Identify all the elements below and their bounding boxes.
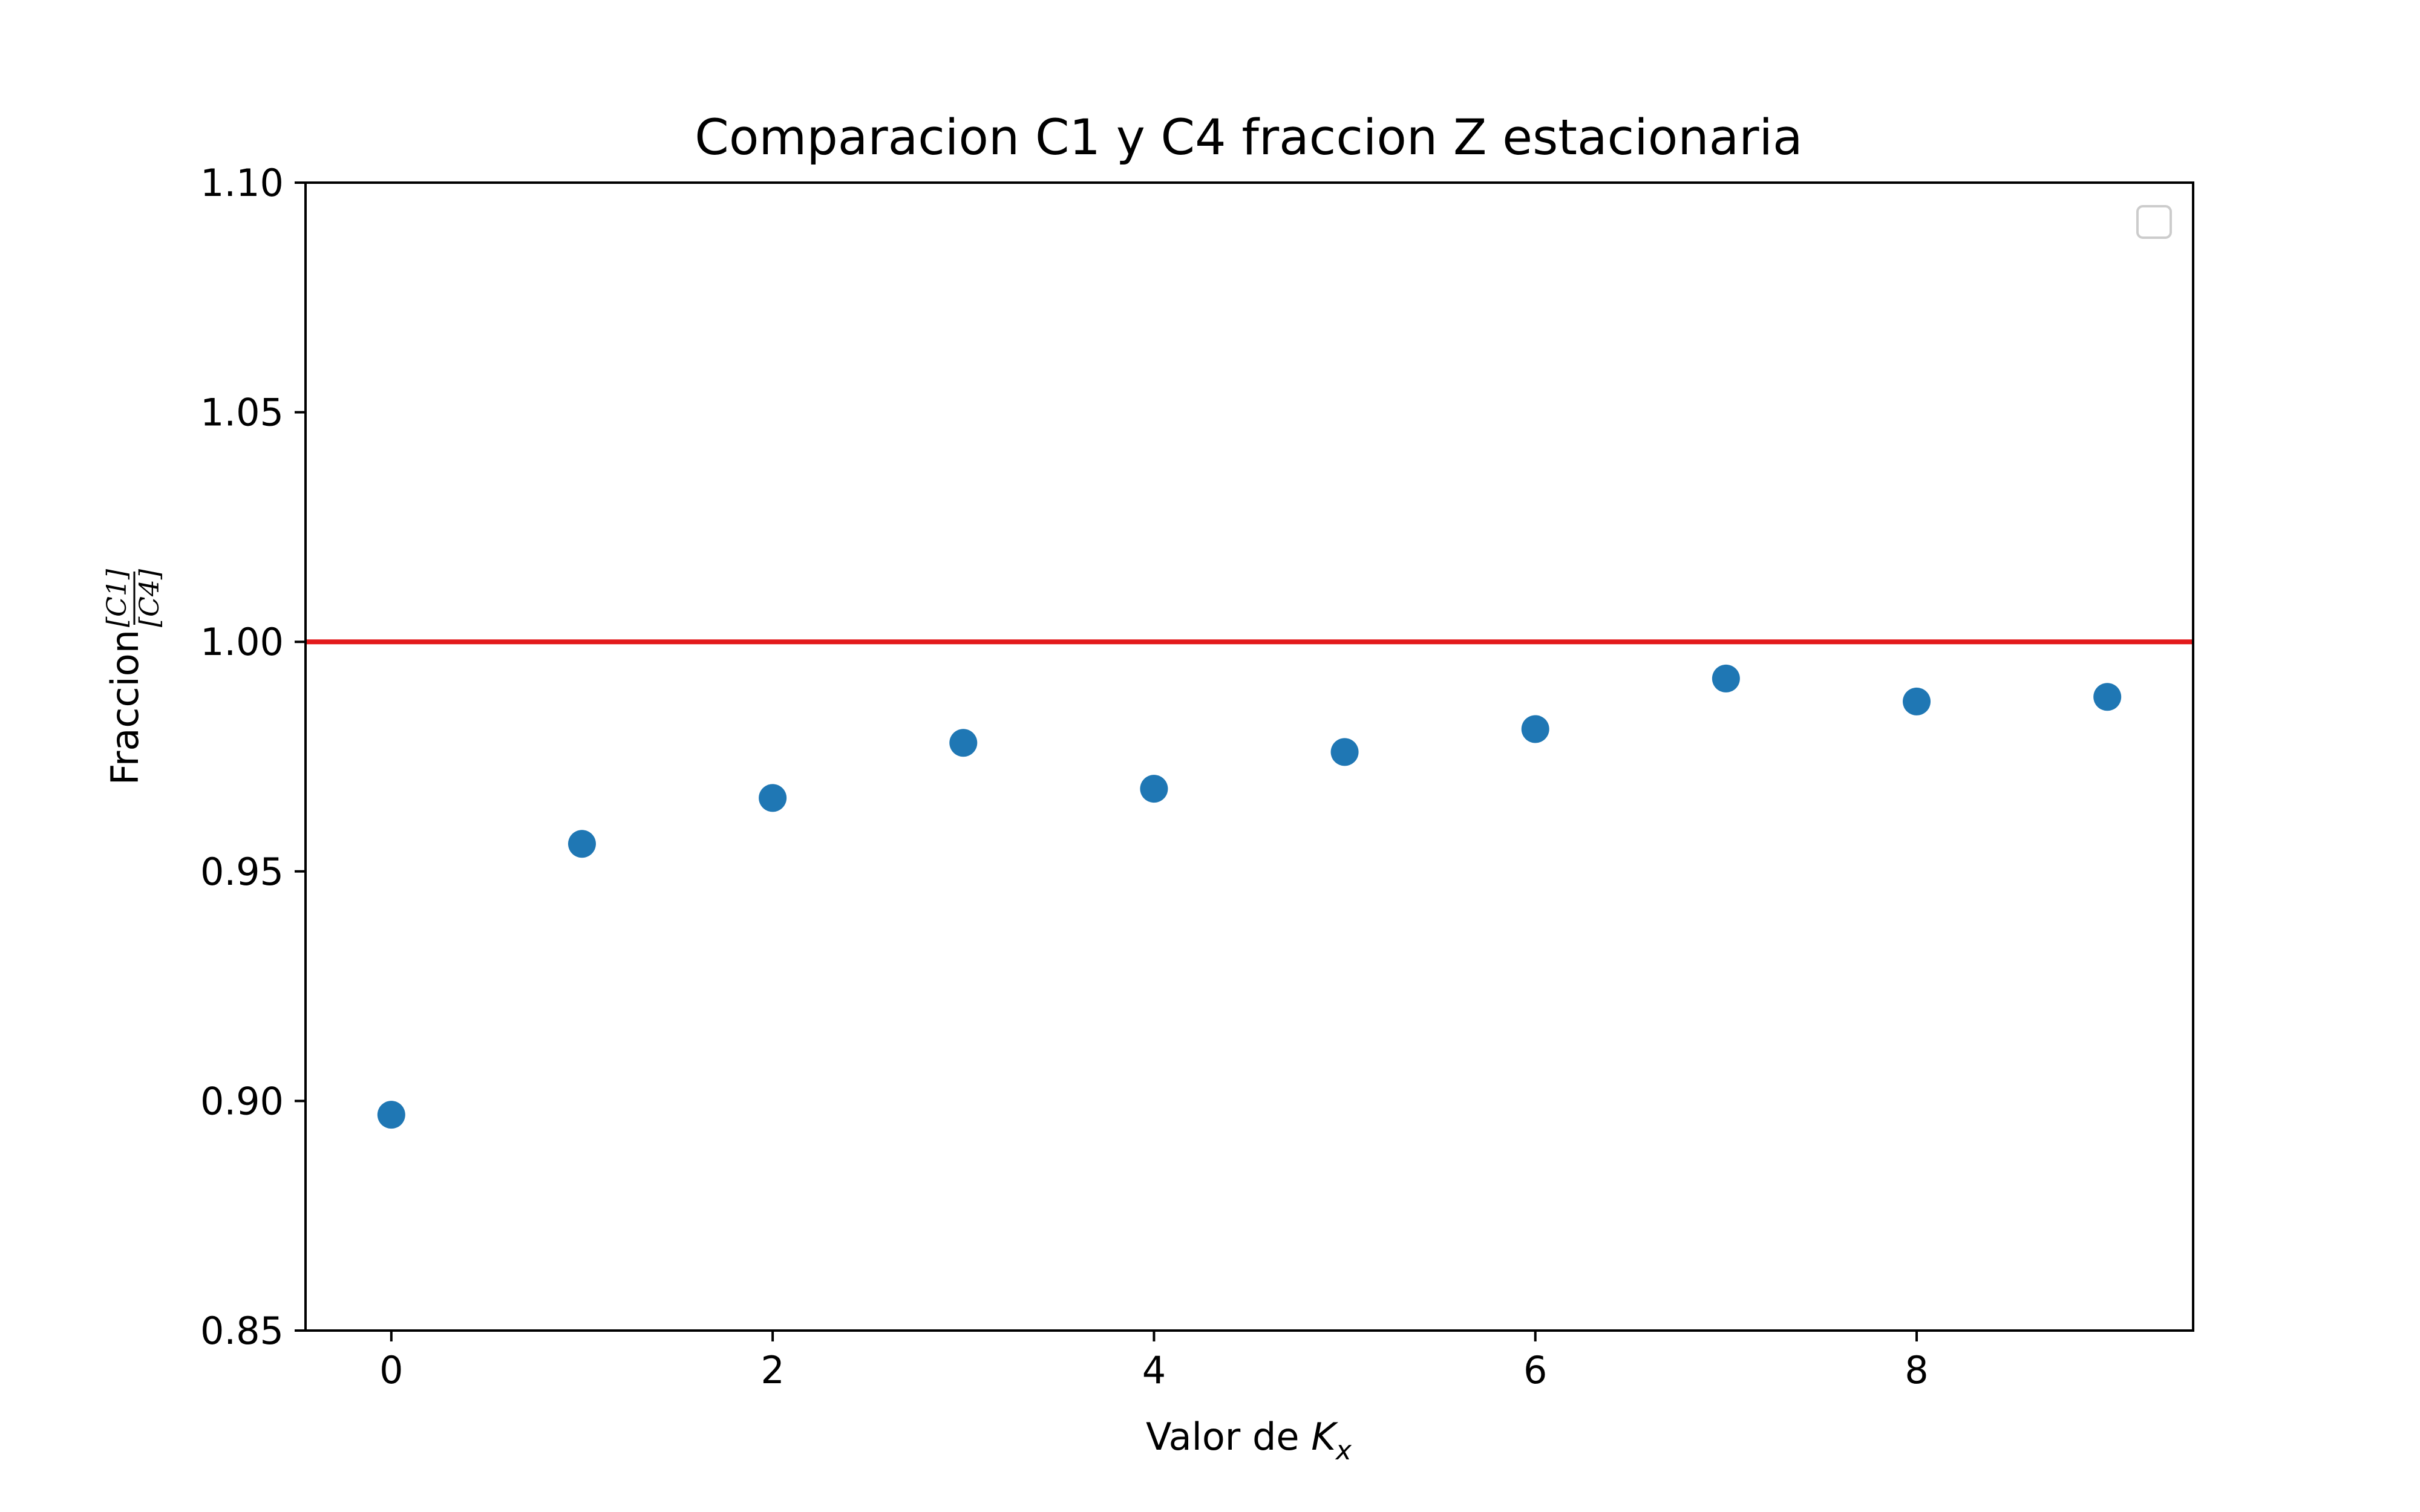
y-tick-label: 0.95	[200, 850, 284, 894]
x-axis-ticks: 0 2 4 6 8	[379, 1331, 1929, 1392]
y-axis-label-text: Fraccion	[103, 630, 147, 785]
data-point	[1712, 664, 1740, 692]
plot-area	[306, 183, 2193, 1331]
y-tick-label: 1.10	[200, 161, 284, 205]
x-tick-label: 4	[1142, 1348, 1166, 1392]
data-point	[1903, 687, 1931, 715]
x-tick-label: 2	[760, 1348, 784, 1392]
chart-title: Comparacion C1 y C4 fraccion Z estaciona…	[695, 109, 1802, 166]
y-axis-label: Fraccion [C1] [C4]	[102, 569, 165, 785]
x-axis-label-text: Valor de	[1146, 1415, 1311, 1459]
x-tick-label: 6	[1523, 1348, 1547, 1392]
y-tick-label: 0.85	[200, 1309, 284, 1353]
x-axis-label: Valor de Kx	[1146, 1415, 1352, 1466]
x-axis-label-symbol: K	[1311, 1415, 1338, 1459]
data-point	[759, 784, 787, 812]
data-point	[1521, 715, 1549, 743]
y-tick-label: 1.05	[200, 391, 284, 435]
data-point	[949, 729, 978, 757]
data-point	[1330, 738, 1359, 766]
data-points	[377, 664, 2122, 1129]
data-point	[1140, 775, 1168, 803]
y-tick-label: 0.90	[200, 1079, 284, 1123]
x-tick-label: 8	[1905, 1348, 1928, 1392]
y-axis-label-numerator: [C1]	[102, 569, 132, 627]
x-tick-label: 0	[379, 1348, 403, 1392]
data-point	[567, 830, 596, 858]
legend-box	[2136, 205, 2172, 239]
y-tick-label: 1.00	[200, 620, 284, 664]
data-point	[377, 1101, 405, 1129]
x-axis-label-subscript: x	[1335, 1435, 1352, 1466]
plot-frame	[304, 181, 2194, 1332]
data-point	[2093, 683, 2122, 711]
y-axis-ticks: 0.85 0.90 0.95 1.00 1.05 1.10	[200, 161, 306, 1353]
y-axis-label-denominator: [C4]	[134, 569, 165, 627]
